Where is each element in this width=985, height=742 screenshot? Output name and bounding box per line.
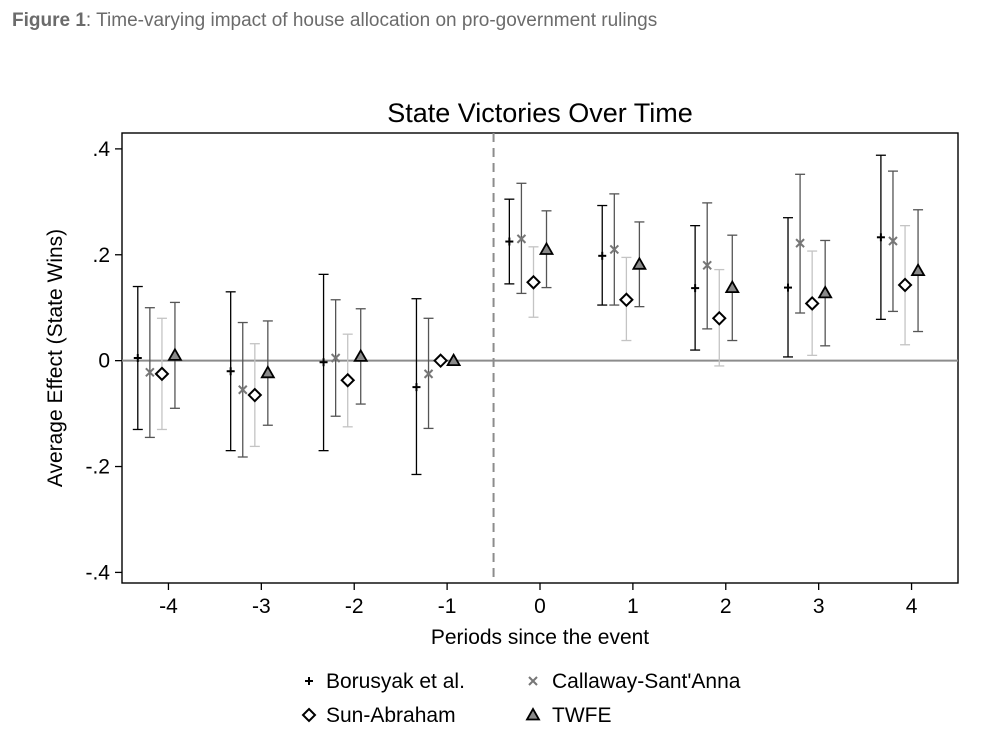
- x-tick-label: -4: [159, 595, 178, 618]
- point-diamond-marker: [711, 310, 727, 326]
- point-x-marker: [145, 367, 155, 378]
- legend-item: TWFE: [525, 704, 611, 727]
- caption-text: Time-varying impact of house allocation …: [96, 10, 658, 31]
- point-triangle-marker: [538, 241, 555, 255]
- point-diamond-marker: [340, 372, 356, 388]
- point-diamond-marker: [154, 366, 170, 382]
- series-x: [144, 170, 898, 458]
- figure-label: Figure 1: [12, 10, 86, 31]
- point-x-marker: [702, 260, 712, 271]
- point-x-marker: [795, 238, 805, 248]
- x-tick-label: 0: [534, 595, 546, 618]
- point-diamond-marker: [897, 277, 913, 293]
- point-plus-marker: [412, 383, 421, 392]
- legend-item: Borusyak et al.: [305, 670, 465, 693]
- point-plus-marker: [784, 283, 793, 292]
- point-plus-marker: [876, 233, 885, 242]
- y-tick-label: -.4: [85, 561, 110, 584]
- legend-label: Sun-Abraham: [326, 704, 456, 727]
- point-x-marker: [609, 244, 620, 255]
- point-plus-marker: [598, 251, 607, 260]
- point-triangle-marker: [446, 352, 462, 367]
- legend-label: Borusyak et al.: [326, 670, 465, 693]
- point-triangle-marker: [910, 262, 926, 277]
- plot-area-frame: [121, 132, 959, 584]
- point-plus-marker: [505, 237, 514, 246]
- point-diamond-marker: [804, 296, 820, 311]
- y-tick-label: .4: [92, 138, 110, 161]
- point-triangle-marker: [631, 256, 647, 270]
- point-diamond-marker: [618, 292, 634, 308]
- x-tick-label: -2: [345, 595, 364, 618]
- series-diamond: [154, 224, 913, 448]
- x-tick-label: -1: [438, 595, 457, 618]
- y-tick-label: -.2: [85, 456, 110, 479]
- point-x-marker: [330, 353, 341, 363]
- x-axis-label: Periods since the event: [431, 626, 649, 649]
- legend: Borusyak et al. Callaway-Sant'Anna Sun-Abr…: [301, 670, 741, 727]
- legend-triangle-marker: [525, 707, 541, 721]
- x-tick-label: -3: [252, 595, 271, 618]
- legend-item: Callaway-Sant'Anna: [528, 670, 741, 693]
- figure-caption: Figure 1: Time-varying impact of house a…: [12, 10, 657, 32]
- point-triangle-marker: [353, 348, 369, 362]
- y-tick-label: 0: [98, 350, 110, 373]
- point-x-marker: [238, 385, 248, 395]
- series-triangle: [167, 209, 926, 426]
- point-triangle-marker: [260, 365, 276, 379]
- point-triangle-marker: [817, 285, 833, 299]
- point-x-marker: [423, 369, 434, 379]
- point-triangle-marker: [724, 279, 740, 293]
- x-tick-label: 3: [813, 595, 825, 618]
- y-axis-label: Average Effect (State Wins): [44, 229, 67, 487]
- x-tick-label: 2: [720, 595, 732, 618]
- point-plus-marker: [133, 354, 142, 362]
- point-triangle-marker: [167, 347, 183, 361]
- point-x-marker: [888, 236, 898, 246]
- x-tick-label: 1: [627, 595, 639, 618]
- y-tick-label: .2: [92, 244, 110, 267]
- legend-label: Callaway-Sant'Anna: [552, 670, 741, 693]
- legend-plus-marker: [305, 677, 313, 685]
- point-plus-marker: [319, 358, 328, 367]
- point-diamond-marker: [247, 387, 263, 403]
- legend-x-marker: [528, 676, 538, 686]
- point-plus-marker: [691, 284, 700, 293]
- legend-item: Sun-Abraham: [301, 704, 456, 727]
- legend-label: TWFE: [552, 704, 611, 727]
- point-plus-marker: [226, 367, 235, 376]
- point-diamond-marker: [526, 274, 541, 290]
- chart-title: State Victories Over Time: [387, 98, 693, 128]
- point-diamond-marker: [433, 353, 449, 369]
- x-tick-label: 4: [906, 595, 918, 618]
- point-x-marker: [516, 234, 527, 244]
- series-plus: [132, 154, 886, 476]
- legend-diamond-marker: [301, 707, 317, 723]
- caption-separator: :: [85, 10, 97, 31]
